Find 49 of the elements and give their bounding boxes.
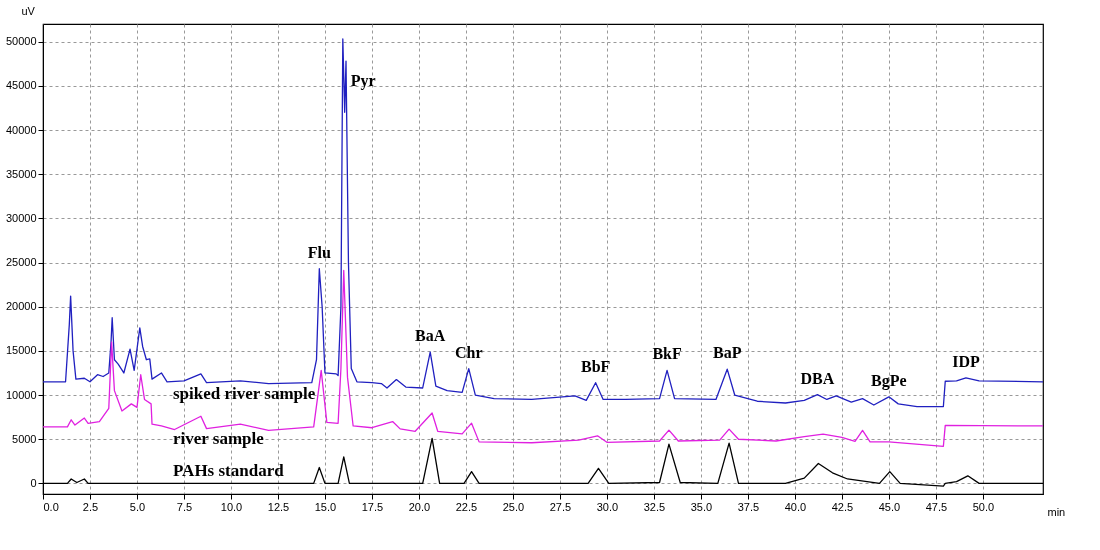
annotation: BaA: [415, 327, 446, 345]
x-tick-label: 27.5: [549, 500, 572, 513]
y-tick-label: 0: [30, 476, 37, 489]
x-tick-label: 50.0: [972, 500, 995, 513]
annotation: BbF: [580, 357, 611, 375]
y-tick-label: 35000: [5, 167, 37, 180]
y-tick-label: 50000: [5, 35, 37, 48]
x-tick-label: 40.0: [784, 500, 807, 513]
annotation: BgPe: [871, 371, 907, 390]
y-tick-label: 25000: [5, 256, 37, 269]
annotation: DBA: [800, 369, 835, 387]
series-label: river sample: [173, 428, 265, 448]
x-tick-label: 37.5: [737, 500, 760, 513]
x-tick-label: 47.5: [925, 500, 948, 513]
y-tick-label: 5000: [12, 432, 37, 445]
x-tick-label: 17.5: [361, 500, 384, 513]
y-tick-label: 15000: [5, 344, 37, 357]
y-tick-label: 20000: [5, 300, 37, 313]
x-tick-label: 2.5: [82, 500, 99, 513]
y-tick-label: 10000: [5, 388, 37, 401]
x-tick-label: 22.5: [455, 500, 478, 513]
line-series: [43, 38, 1043, 408]
x-tick-label: 7.5: [176, 500, 193, 513]
y-tick-label: 30000: [5, 211, 37, 224]
y-axis-title: uV: [21, 4, 36, 17]
x-tick-label: 0.0: [43, 500, 59, 513]
series-label: spiked river sample: [173, 383, 316, 403]
x-tick-label: 10.0: [220, 500, 243, 513]
annotation: IDP: [952, 352, 980, 370]
x-axis-title: min: [1047, 505, 1066, 518]
x-tick-label: 25.0: [502, 500, 525, 513]
annotation: Pyr: [350, 72, 376, 91]
y-tick-label: 45000: [5, 79, 37, 92]
annotation: Flu: [307, 243, 331, 261]
annotation: BkF: [652, 345, 682, 363]
y-tick-label: 40000: [5, 123, 37, 136]
x-tick-label: 20.0: [408, 500, 431, 513]
x-tick-label: 32.5: [643, 500, 666, 513]
x-tick-label: 12.5: [267, 500, 290, 513]
x-tick-label: 42.5: [831, 500, 854, 513]
annotation: Chr: [454, 343, 483, 361]
annotation: BaP: [712, 344, 742, 362]
x-tick-label: 35.0: [690, 500, 713, 513]
x-tick-label: 5.0: [129, 500, 146, 513]
line-series: [43, 269, 1043, 447]
x-tick-label: 15.0: [314, 500, 337, 513]
x-tick-label: 45.0: [878, 500, 901, 513]
series-label: PAHs standard: [173, 461, 285, 481]
x-tick-label: 30.0: [596, 500, 619, 513]
